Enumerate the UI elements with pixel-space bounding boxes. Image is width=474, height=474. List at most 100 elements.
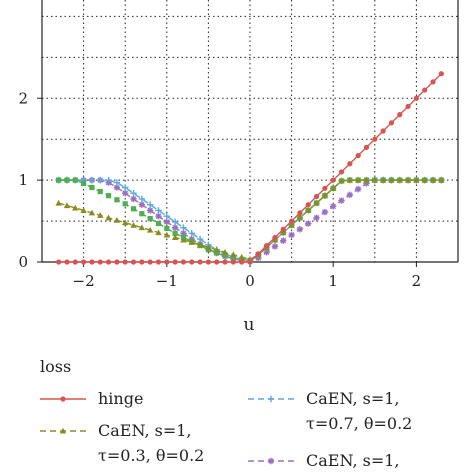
data-point <box>247 259 253 265</box>
data-point <box>147 259 153 265</box>
data-point <box>330 177 336 183</box>
legend-entry: CaEN, s=1, τ=0.7, θ=0.2 <box>248 389 412 433</box>
data-point <box>397 112 403 118</box>
data-point <box>313 214 320 221</box>
data-point <box>130 221 137 228</box>
data-point <box>138 195 146 203</box>
data-point <box>380 128 386 134</box>
data-point <box>222 252 228 259</box>
data-point <box>347 161 353 167</box>
data-point <box>114 197 120 203</box>
data-point <box>405 103 411 110</box>
data-point <box>188 239 195 245</box>
data-point <box>55 199 62 206</box>
data-point <box>255 254 262 262</box>
data-point <box>379 176 387 183</box>
y-tick-label: 0 <box>18 253 28 271</box>
data-point <box>213 246 220 253</box>
data-point <box>430 79 436 85</box>
data-point <box>147 216 153 222</box>
data-point <box>321 208 329 216</box>
data-point <box>155 220 162 227</box>
data-point <box>105 176 112 184</box>
data-point <box>122 259 128 265</box>
data-point <box>263 248 270 256</box>
data-point <box>297 210 303 216</box>
data-point <box>130 259 137 265</box>
x-tick-label: 0 <box>245 272 255 290</box>
data-point <box>80 207 87 213</box>
data-point <box>346 191 354 199</box>
data-point <box>164 259 170 265</box>
data-point <box>296 226 304 233</box>
data-point <box>413 95 419 101</box>
y-tick-label: 2 <box>18 89 28 107</box>
data-point <box>97 176 104 184</box>
data-point <box>105 259 112 265</box>
legend-label: CaEN, s=1, <box>98 421 192 440</box>
data-point <box>56 259 62 265</box>
series-layer <box>55 71 445 265</box>
data-point <box>97 188 103 195</box>
x-tick-label: −1 <box>156 272 178 290</box>
data-point <box>363 144 370 150</box>
data-point <box>172 259 178 265</box>
data-point <box>322 185 328 191</box>
data-point <box>113 217 121 223</box>
data-point <box>130 195 137 203</box>
data-point <box>63 202 71 209</box>
data-point <box>363 176 370 183</box>
data-point <box>146 207 154 214</box>
data-point <box>163 212 170 220</box>
data-point <box>205 259 211 265</box>
data-point <box>64 177 70 183</box>
data-point <box>205 244 212 250</box>
data-point <box>280 237 287 244</box>
data-point <box>238 253 245 260</box>
data-point <box>289 218 295 224</box>
x-axis-label: u <box>244 315 255 335</box>
data-point <box>113 179 121 186</box>
data-point <box>371 176 378 183</box>
data-point <box>97 212 104 218</box>
data-point <box>88 209 96 216</box>
x-tick-label: 2 <box>412 272 422 290</box>
data-point <box>163 218 170 226</box>
legend-marker <box>59 427 67 434</box>
data-point <box>155 229 162 236</box>
data-point <box>264 243 270 249</box>
data-point <box>188 230 195 237</box>
legend-title: loss <box>40 357 71 376</box>
data-point <box>138 224 146 231</box>
data-point <box>222 259 228 265</box>
data-point <box>72 204 79 211</box>
data-point <box>122 219 129 226</box>
data-point <box>163 231 170 238</box>
data-point <box>171 218 179 226</box>
data-point <box>404 176 412 183</box>
data-point <box>122 190 129 197</box>
data-point <box>214 250 220 256</box>
data-point <box>146 226 154 233</box>
data-point <box>214 259 220 265</box>
data-point <box>429 176 437 183</box>
data-point <box>56 177 62 183</box>
data-point <box>155 259 162 265</box>
data-point <box>130 206 137 212</box>
data-point <box>413 176 420 183</box>
data-point <box>330 185 337 191</box>
data-point <box>97 259 103 265</box>
data-point <box>313 199 320 206</box>
series-1 <box>55 176 445 263</box>
data-point <box>288 221 295 228</box>
data-point <box>354 176 362 183</box>
data-point <box>180 259 187 265</box>
legend-label: CaEN, s=1, <box>306 451 400 470</box>
data-point <box>438 71 444 77</box>
data-point <box>155 207 162 214</box>
data-point <box>88 176 96 184</box>
data-point <box>421 176 428 183</box>
legend-marker <box>267 395 275 403</box>
